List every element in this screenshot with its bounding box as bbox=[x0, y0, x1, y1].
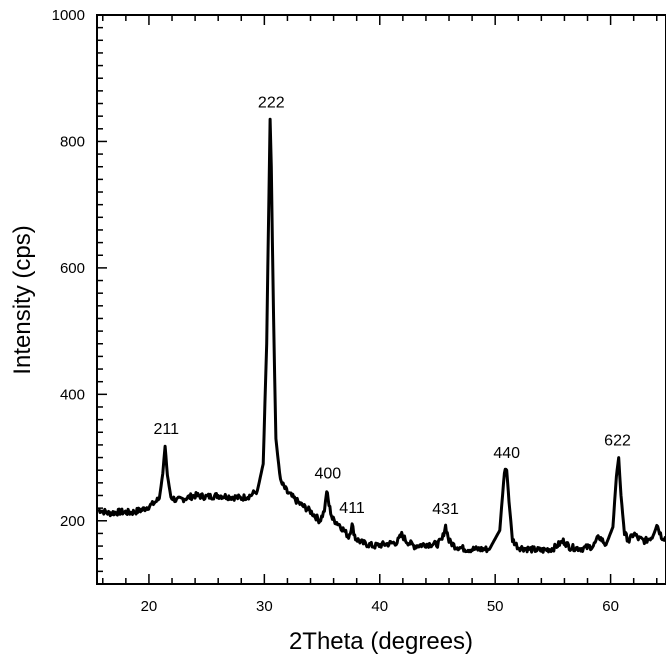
y-tick-label: 1000 bbox=[52, 7, 85, 24]
peak-label-622: 622 bbox=[604, 433, 631, 450]
y-tick-label: 600 bbox=[60, 260, 85, 277]
peak-labels: 211 222 400 411 431 440 622 bbox=[153, 94, 630, 518]
y-axis-ticks: 200 400 600 800 1000 bbox=[52, 7, 107, 585]
y-tick-label: 400 bbox=[60, 386, 85, 403]
peak-label-440: 440 bbox=[493, 445, 520, 462]
plot-frame bbox=[96, 14, 666, 585]
y-axis-title: Intensity (cps) bbox=[9, 225, 36, 374]
peak-label-411: 411 bbox=[339, 500, 365, 517]
x-tick-label: 40 bbox=[371, 598, 388, 615]
intensity-line bbox=[97, 117, 666, 554]
x-tick-label: 20 bbox=[141, 598, 158, 615]
peak-label-431: 431 bbox=[432, 501, 459, 518]
peak-label-211: 211 bbox=[153, 421, 179, 438]
x-tick-label: 30 bbox=[256, 598, 273, 615]
x-tick-label: 60 bbox=[602, 598, 619, 615]
y-tick-label: 800 bbox=[60, 133, 85, 150]
x-tick-label: 50 bbox=[487, 598, 504, 615]
y-tick-label: 200 bbox=[60, 513, 85, 530]
peak-label-222: 222 bbox=[258, 94, 285, 111]
peak-label-400: 400 bbox=[314, 465, 341, 482]
x-axis-title: 2Theta (degrees) bbox=[289, 628, 473, 655]
x-axis-ticks: 20 30 40 50 60 bbox=[102, 15, 658, 615]
